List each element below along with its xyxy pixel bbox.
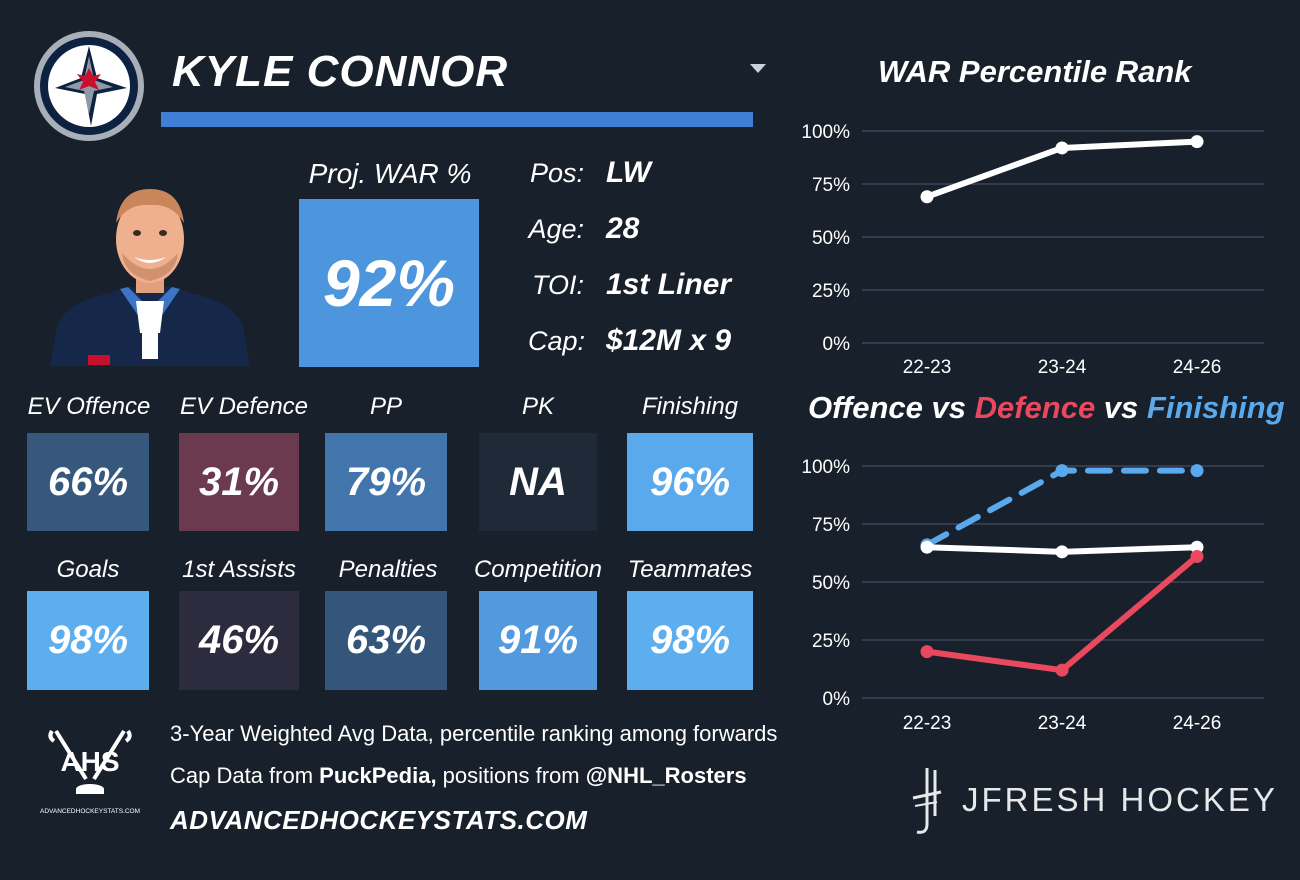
- cap-label: Cap:: [528, 326, 586, 356]
- y-tick-label: 25%: [812, 631, 850, 652]
- title-defence: Defence: [974, 390, 1096, 425]
- age-label: Age:: [528, 214, 584, 244]
- tile-label-1st-assists: 1st Assists: [182, 556, 296, 583]
- tile-label-teammates: Teammates: [627, 556, 753, 583]
- toi-label: TOI:: [531, 270, 584, 300]
- tile-label-goals: Goals: [56, 556, 120, 583]
- y-tick-label: 100%: [801, 122, 850, 143]
- title-vs-2: vs: [1095, 390, 1147, 425]
- data-point: [1190, 135, 1204, 149]
- site-url[interactable]: ADVANCEDHOCKEYSTATS.COM: [170, 805, 588, 835]
- tile-competition: 91%: [479, 591, 597, 690]
- y-tick-label: 25%: [812, 281, 850, 302]
- footer-line2-prefix: Cap Data from: [170, 763, 320, 788]
- toi-value: 1st Liner: [606, 268, 732, 301]
- title-offence: Offence: [808, 390, 923, 425]
- y-tick-label: 75%: [812, 175, 850, 196]
- tile-pk: NA: [479, 433, 597, 531]
- series-line-finishing: [924, 467, 1200, 548]
- tile-penalties: 63%: [325, 591, 447, 690]
- data-point-offence: [1190, 540, 1204, 554]
- tile-label-competition: Competition: [473, 556, 603, 583]
- pos-value: LW: [606, 156, 651, 189]
- cap-value: $12M x 9: [606, 324, 732, 357]
- jfresh-logo-icon: [912, 768, 942, 834]
- war-chart-title: WAR Percentile Rank: [878, 54, 1192, 89]
- nhl-rosters-link[interactable]: @NHL_Rosters: [585, 763, 747, 788]
- tile-label-ev-defence: EV Defence: [179, 393, 309, 420]
- data-point-finishing: [1055, 464, 1069, 478]
- team-logo: [34, 31, 144, 141]
- tile-label-ev-offence: EV Offence: [27, 393, 151, 420]
- war-percentile-chart: 100% 75% 50% 25% 0% 22-23 23-24 24-26: [801, 122, 1264, 378]
- footer-line-1: 3-Year Weighted Avg Data, percentile ran…: [170, 721, 778, 746]
- data-point-defence: [1055, 663, 1069, 677]
- y-tick-label: 0%: [823, 689, 851, 710]
- x-tick-label: 24-26: [1173, 713, 1222, 734]
- title-vs-1: vs: [922, 390, 975, 425]
- jfresh-brand: JFRESH HOCKEY: [962, 781, 1278, 818]
- data-point-finishing: [1190, 464, 1204, 478]
- y-tick-label: 50%: [812, 573, 850, 594]
- footer-line2-mid: positions from: [436, 763, 586, 788]
- footer-line-2: Cap Data from PuckPedia, positions from …: [170, 762, 747, 790]
- y-tick-label: 0%: [823, 334, 851, 355]
- tile-ev-offence: 66%: [27, 433, 149, 531]
- tile-label-finishing: Finishing: [641, 393, 739, 420]
- name-underline: [161, 112, 753, 127]
- ahs-logo: AHS ADVANCEDHOCKEYSTATS.COM: [40, 729, 140, 815]
- tile-finishing: 96%: [627, 433, 753, 531]
- proj-war-box: 92%: [299, 199, 479, 367]
- dropdown-caret-icon[interactable]: [750, 64, 766, 73]
- y-tick-label: 50%: [812, 228, 850, 249]
- data-point-defence: [1190, 549, 1204, 563]
- x-tick-label: 22-23: [903, 713, 952, 734]
- data-point-defence: [920, 645, 934, 659]
- tile-ev-defence: 31%: [179, 433, 299, 531]
- tile-pp: 79%: [325, 433, 447, 531]
- data-point: [1055, 141, 1069, 155]
- player-photo: [50, 189, 250, 366]
- tile-label-pp: PP: [369, 393, 402, 420]
- ahs-logo-url: ADVANCEDHOCKEYSTATS.COM: [40, 808, 140, 815]
- data-point-offence: [1055, 545, 1069, 559]
- pos-label: Pos:: [529, 158, 584, 188]
- tile-teammates: 98%: [627, 591, 753, 690]
- data-point: [920, 190, 934, 204]
- title-finishing: Finishing: [1146, 390, 1285, 425]
- age-value: 28: [606, 212, 640, 245]
- offence-defence-finishing-chart: 100% 75% 50% 25% 0% 22-23 23-24 24-26: [801, 457, 1264, 734]
- puckpedia-link[interactable]: PuckPedia,: [319, 763, 437, 788]
- tile-1st-assists: 46%: [179, 591, 299, 690]
- tile-label-pk: PK: [521, 393, 554, 420]
- data-point-offence: [920, 540, 934, 554]
- ovd-chart-title: Offence vs Defence vs Finishing: [808, 388, 1285, 428]
- x-tick-label: 24-26: [1173, 357, 1222, 378]
- x-tick-label: 23-24: [1038, 357, 1087, 378]
- tile-goals: 98%: [27, 591, 149, 690]
- x-tick-label: 23-24: [1038, 713, 1087, 734]
- proj-war-value: 92%: [322, 246, 456, 320]
- proj-war-label: Proj. WAR %: [308, 158, 472, 189]
- series-line-defence: [924, 553, 1200, 674]
- y-tick-label: 75%: [812, 515, 850, 536]
- x-tick-label: 22-23: [903, 357, 952, 378]
- y-tick-label: 100%: [801, 457, 850, 478]
- player-name: KYLE CONNOR: [172, 47, 509, 96]
- ahs-logo-text: AHS: [60, 746, 119, 777]
- tile-label-penalties: Penalties: [338, 556, 438, 583]
